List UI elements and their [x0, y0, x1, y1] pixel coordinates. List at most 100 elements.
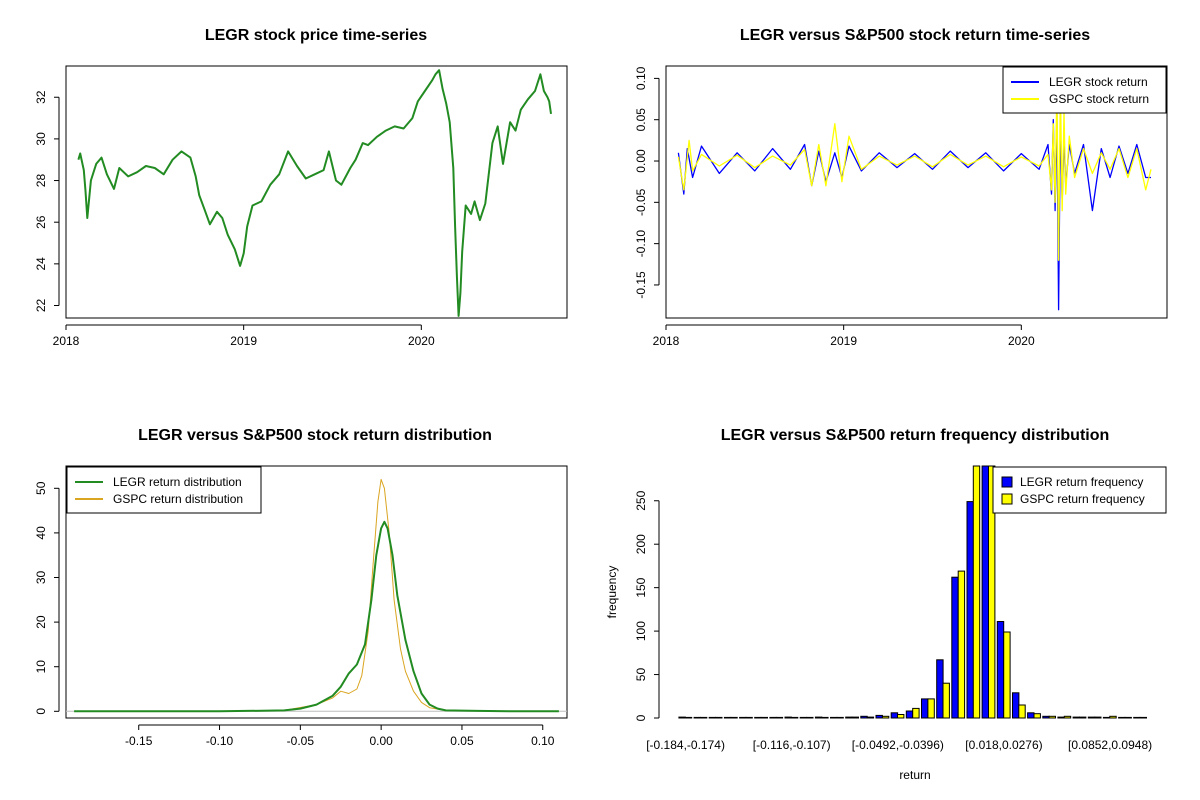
gspc-density-line: [171, 478, 527, 712]
y-tick-label: 0.10: [634, 66, 648, 90]
plot-frame: [65, 65, 568, 319]
y-tick-label: 200: [634, 534, 648, 554]
legr-frequency-bar: [1087, 716, 1096, 719]
gspc-frequency-bar: [897, 714, 905, 719]
y-tick-label: 100: [634, 621, 648, 641]
gspc-frequency-bar: [972, 465, 981, 719]
y-tick-label: 50: [34, 481, 48, 495]
y-tick-label: 26: [34, 215, 48, 229]
plot-frame: [65, 465, 568, 719]
x-tick-label: -0.15: [125, 734, 153, 748]
x-tick-label: 2018: [653, 334, 680, 348]
y-tick-label: 28: [34, 174, 48, 188]
legr-frequency-bar: [1118, 716, 1126, 719]
y-tick-label: 32: [34, 90, 48, 104]
legr-frequency-bar: [678, 716, 686, 719]
x-tick-label: [0.0852,0.0948): [1068, 738, 1152, 752]
legend-box: [1002, 66, 1167, 114]
legr-frequency-bar: [723, 716, 732, 719]
gspc-frequency-bar: [806, 716, 814, 719]
y-tick-label: -0.15: [634, 271, 648, 299]
gspc-frequency-bar: [1109, 715, 1117, 719]
y-tick-label: -0.05: [634, 188, 648, 216]
gspc-frequency-bar: [1063, 715, 1072, 719]
x-tick-label: -0.05: [287, 734, 315, 748]
x-tick-label: 0.10: [531, 734, 555, 748]
x-tick-label: -0.10: [206, 734, 234, 748]
y-tick-label: 50: [634, 668, 648, 682]
legr-frequency-bar: [1072, 716, 1080, 719]
gspc-frequency-bar: [730, 716, 738, 719]
y-tick-label: 30: [34, 132, 48, 146]
gspc-frequency-bar: [1003, 631, 1011, 719]
gspc-frequency-bar: [881, 715, 890, 719]
x-tick-label: 2019: [830, 334, 857, 348]
legend-swatch: [1001, 493, 1013, 505]
legr-frequency-bar: [845, 716, 853, 719]
gspc-frequency-bar: [942, 682, 950, 719]
legend-label: LEGR return distribution: [113, 475, 242, 489]
gspc-return-line: [677, 86, 1152, 261]
legr-frequency-bar: [1042, 715, 1050, 719]
y-tick-label: 10: [34, 660, 48, 674]
legr-frequency-bar: [814, 716, 823, 719]
gspc-frequency-bar: [790, 716, 799, 719]
legend-label: LEGR stock return: [1049, 75, 1148, 89]
y-tick-label: 0: [34, 708, 48, 715]
gspc-frequency-bar: [851, 716, 859, 719]
gspc-frequency-bar: [1018, 704, 1026, 719]
gspc-frequency-bar: [1048, 715, 1056, 719]
legend-label: GSPC stock return: [1049, 92, 1149, 106]
legr-frequency-bar: [921, 698, 929, 719]
gspc-frequency-bar: [715, 716, 723, 719]
x-tick-label: [-0.0492,-0.0396): [852, 738, 944, 752]
legr-frequency-bar: [1102, 716, 1111, 719]
legr-frequency-bar: [693, 716, 701, 719]
returns-chart: LEGR versus S&P500 stock return time-ser…: [634, 27, 1168, 348]
gspc-frequency-bar: [1033, 713, 1041, 719]
legr-frequency-bar: [996, 621, 1005, 719]
gspc-frequency-bar: [684, 716, 693, 719]
legr-frequency-bar: [936, 659, 944, 719]
gspc-frequency-bar: [1124, 716, 1132, 719]
legend-box: [66, 466, 262, 514]
legr-frequency-bar: [890, 712, 899, 719]
chart-title: LEGR stock price time-series: [205, 27, 427, 44]
price-line: [77, 69, 552, 317]
gspc-frequency-bar: [912, 707, 920, 719]
y-tick-label: 250: [634, 490, 648, 510]
y-tick-label: 0: [634, 714, 648, 721]
legr-frequency-bar: [1133, 716, 1141, 719]
gspc-frequency-bar: [745, 716, 753, 719]
histogram-chart: LEGR versus S&P500 return frequency dist…: [605, 427, 1167, 782]
legr-frequency-bar: [951, 576, 959, 719]
legr-frequency-bar: [1057, 716, 1065, 719]
x-tick-label: 2020: [1008, 334, 1035, 348]
gspc-frequency-bar: [760, 716, 768, 719]
legr-frequency-bar: [966, 501, 974, 719]
y-tick-label: 0.00: [634, 149, 648, 173]
price-chart: LEGR stock price time-series 2018 2019 202…: [34, 27, 568, 348]
gspc-frequency-bar: [957, 570, 966, 719]
legr-frequency-bar: [799, 716, 808, 719]
legr-frequency-bar: [784, 716, 792, 719]
legr-frequency-bar: [905, 710, 914, 719]
y-tick-label: 24: [34, 257, 48, 271]
legend-label: LEGR return frequency: [1020, 475, 1143, 489]
x-tick-label: [-0.116,-0.107): [753, 738, 831, 752]
legr-frequency-bar: [769, 716, 777, 719]
gspc-frequency-bar: [821, 716, 829, 719]
legr-frequency-bar: [739, 716, 747, 719]
legr-frequency-bar: [754, 716, 762, 719]
x-tick-label: 2020: [408, 334, 435, 348]
legr-frequency-bar: [708, 716, 717, 719]
chart-title: LEGR versus S&P500 stock return distribu…: [138, 427, 492, 444]
y-tick-label: 22: [34, 299, 48, 313]
gspc-frequency-bar: [866, 716, 875, 719]
gspc-frequency-bar: [699, 716, 708, 719]
chart-title: LEGR versus S&P500 stock return time-ser…: [740, 27, 1090, 44]
gspc-frequency-bar: [836, 716, 844, 719]
gspc-frequency-bar: [1094, 716, 1102, 719]
x-tick-label: 0.05: [450, 734, 474, 748]
